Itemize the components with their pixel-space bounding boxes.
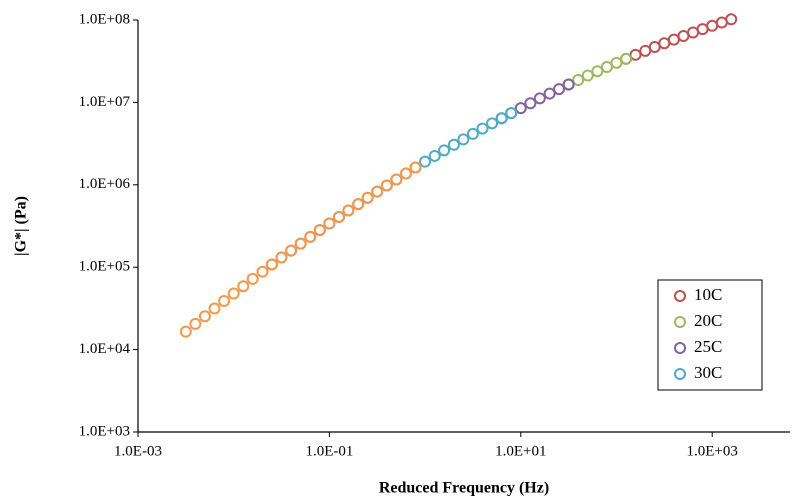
y-tick-label: 1.0E+06 — [79, 176, 131, 192]
x-tick-label: 1.0E-01 — [305, 443, 353, 459]
data-point — [333, 210, 346, 223]
data-point — [218, 294, 231, 307]
legend-marker — [674, 316, 686, 328]
data-point — [495, 112, 508, 125]
data-point — [237, 280, 250, 293]
y-tick-label: 1.0E+04 — [79, 341, 131, 357]
data-point — [342, 204, 355, 217]
x-tick-label: 1.0E+01 — [495, 443, 546, 459]
data-point — [428, 149, 441, 162]
data-point — [514, 102, 527, 115]
data-point — [572, 74, 585, 87]
data-point — [466, 127, 479, 140]
data-point — [447, 138, 460, 151]
data-point — [198, 310, 211, 323]
data-point — [696, 23, 709, 36]
data-point — [208, 302, 221, 315]
data-point — [256, 265, 269, 278]
data-point — [591, 65, 604, 78]
legend-marker — [674, 342, 686, 354]
data-point — [380, 179, 393, 192]
y-tick-label: 1.0E+07 — [79, 94, 131, 110]
y-tick-label: 1.0E+05 — [79, 259, 130, 275]
data-point — [246, 272, 259, 285]
data-point — [677, 30, 690, 43]
data-point — [352, 198, 365, 211]
data-point — [706, 19, 719, 32]
y-axis-title: |G*| (Pa) — [13, 196, 30, 256]
data-point — [227, 287, 240, 300]
data-point — [457, 133, 470, 146]
legend-label: 30C — [694, 363, 722, 382]
data-point — [648, 41, 661, 54]
data-point — [294, 237, 307, 250]
data-point — [323, 217, 336, 230]
data-point — [533, 92, 546, 105]
legend: 10C 20C 25C 30C — [657, 279, 763, 391]
data-point — [285, 244, 298, 257]
data-point — [667, 33, 680, 46]
legend-label: 25C — [694, 337, 722, 356]
data-point — [562, 78, 575, 91]
legend-marker — [674, 368, 686, 380]
data-point — [265, 258, 278, 271]
data-point — [600, 60, 613, 73]
data-point — [313, 224, 326, 237]
data-point — [275, 251, 288, 264]
data-point — [620, 52, 633, 65]
data-point — [371, 185, 384, 198]
y-tick-label: 1.0E+03 — [79, 423, 130, 439]
data-point — [553, 83, 566, 96]
data-point — [486, 117, 499, 130]
data-point — [687, 26, 700, 39]
data-point — [476, 122, 489, 135]
data-point — [725, 13, 738, 26]
y-tick-label: 1.0E+08 — [79, 11, 130, 27]
data-point — [438, 144, 451, 157]
data-point — [610, 56, 623, 69]
data-point — [179, 325, 192, 338]
data-point — [581, 69, 594, 82]
data-point — [399, 167, 412, 180]
data-point — [361, 191, 374, 204]
data-point — [658, 37, 671, 50]
legend-label: 20C — [694, 311, 722, 330]
x-axis-title: Reduced Frequency (Hz) — [379, 480, 549, 497]
x-tick-label: 1.0E-03 — [114, 443, 162, 459]
legend-label: 10C — [694, 285, 722, 304]
data-point — [419, 155, 432, 168]
data-point — [409, 161, 422, 174]
legend-marker — [674, 290, 686, 302]
data-point — [304, 230, 317, 243]
data-point — [390, 173, 403, 186]
data-point — [524, 97, 537, 110]
data-point — [505, 107, 518, 120]
data-point — [543, 87, 556, 100]
x-tick-label: 1.0E+03 — [687, 443, 738, 459]
data-point — [189, 317, 202, 330]
